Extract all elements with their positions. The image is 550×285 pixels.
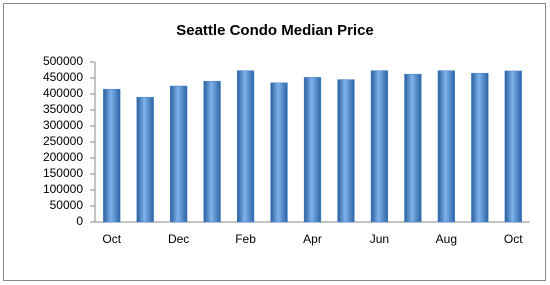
y-tick-label: 450000 [43, 70, 83, 84]
y-tick-label: 200000 [43, 150, 83, 164]
y-tick-label: 400000 [43, 86, 83, 100]
x-tick-label: Feb [235, 232, 256, 246]
chart-title: Seattle Condo Median Price [176, 22, 374, 39]
y-tick-label: 250000 [43, 134, 83, 148]
x-tick-label: Dec [168, 232, 189, 246]
bar [504, 70, 522, 223]
y-tick-label: 100000 [43, 182, 83, 196]
bar [203, 80, 221, 223]
bar [270, 82, 288, 223]
x-tick-label: Jun [370, 232, 389, 246]
bar [437, 70, 455, 223]
y-tick-label: 500000 [43, 54, 83, 68]
bar [236, 70, 255, 223]
y-tick-label: 300000 [43, 118, 83, 132]
bar [404, 73, 422, 223]
bar [170, 85, 188, 223]
x-tick-label: Apr [303, 232, 322, 246]
bar [337, 79, 355, 223]
bar [303, 77, 322, 223]
y-tick-label: 150000 [43, 166, 83, 180]
bar [370, 70, 389, 223]
bar [136, 96, 154, 223]
bar [471, 72, 489, 223]
y-tick-label: 350000 [43, 102, 83, 116]
y-tick-label: 0 [76, 214, 83, 228]
bar [103, 88, 121, 223]
x-tick-label: Oct [504, 232, 523, 246]
x-tick-label: Oct [102, 232, 121, 246]
x-tick-label: Aug [436, 232, 457, 246]
y-tick-label: 50000 [50, 198, 84, 212]
